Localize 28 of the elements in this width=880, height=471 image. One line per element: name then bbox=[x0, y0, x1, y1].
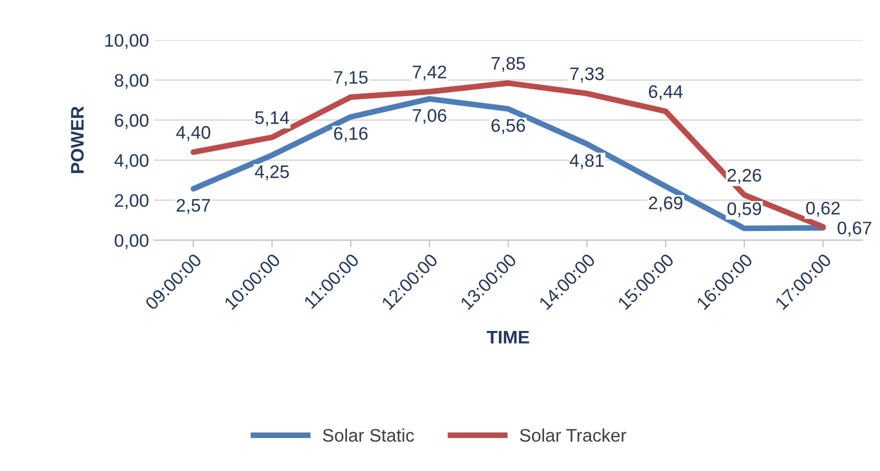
data-label: 0,62 bbox=[806, 202, 840, 217]
data-label: 4,40 bbox=[176, 126, 210, 141]
y-axis-title: POWER bbox=[70, 106, 84, 174]
data-label: 6,44 bbox=[648, 85, 683, 100]
data-label: 0,59 bbox=[727, 202, 762, 218]
data-label: 7,06 bbox=[412, 109, 446, 124]
x-axis-title: TIME bbox=[486, 330, 530, 344]
y-tick-label: 4,00 bbox=[114, 154, 148, 169]
data-label: 7,42 bbox=[412, 66, 446, 81]
data-label: 2,57 bbox=[176, 198, 210, 214]
legend-label: Solar Tracker bbox=[520, 428, 626, 442]
data-label: 2,26 bbox=[728, 168, 762, 184]
data-label: 2,69 bbox=[648, 196, 682, 212]
data-label: 0,67 bbox=[838, 222, 872, 237]
data-label: 7,85 bbox=[492, 56, 526, 72]
data-label: 4,25 bbox=[254, 165, 289, 180]
data-label: 6,56 bbox=[492, 119, 525, 134]
legend-label: Solar Static bbox=[322, 428, 414, 442]
y-tick-label: 8,00 bbox=[114, 74, 148, 89]
y-tick-label: 2,00 bbox=[114, 194, 148, 210]
data-label: 6,16 bbox=[334, 127, 368, 142]
y-tick-label: 0,00 bbox=[114, 234, 148, 250]
data-label: 5,14 bbox=[255, 111, 290, 126]
data-label: 7,15 bbox=[334, 71, 368, 86]
data-label: 4,81 bbox=[570, 154, 604, 170]
y-tick-label: 6,00 bbox=[114, 114, 148, 129]
data-label: 7,33 bbox=[570, 67, 604, 82]
y-tick-label: 10,00 bbox=[105, 34, 148, 49]
